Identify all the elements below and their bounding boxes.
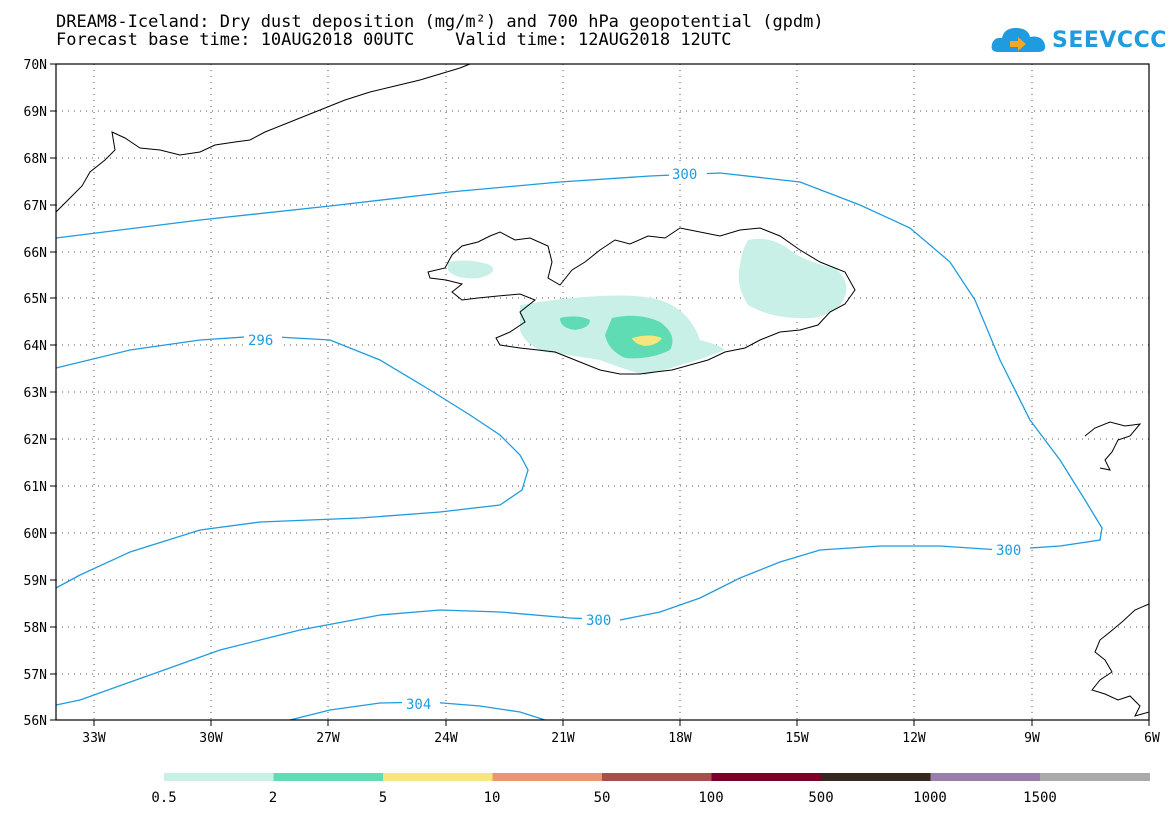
- contour-label-300-east: 300: [996, 543, 1021, 559]
- lat-label: 61N: [24, 480, 47, 495]
- geopotential-contours: [55, 172, 1103, 721]
- lat-label: 63N: [24, 386, 47, 401]
- colorbar-label: 1000: [913, 790, 947, 806]
- colorbar-swatch: [711, 773, 822, 781]
- colorbar-swatch: [821, 773, 931, 781]
- lat-label: 65N: [24, 292, 47, 307]
- ticks: [50, 63, 1150, 726]
- contour-296: [55, 335, 529, 589]
- coastlines: [55, 63, 1150, 717]
- longitude-labels: 33W 30W 27W 24W 21W 18W 15W 12W 9W 6W: [82, 731, 1160, 746]
- lat-label: 69N: [24, 105, 47, 120]
- colorbar-label: 500: [808, 790, 833, 806]
- lat-label: 64N: [24, 339, 47, 354]
- lat-label: 66N: [24, 246, 47, 261]
- lat-label: 60N: [24, 527, 47, 542]
- lat-label: 58N: [24, 621, 47, 636]
- iceland-coastline: [427, 227, 856, 375]
- lat-label: 59N: [24, 574, 47, 589]
- lat-label: 68N: [24, 152, 47, 167]
- colorbar-label: 0.5: [151, 790, 176, 806]
- colorbar: [164, 773, 1150, 781]
- lon-label: 30W: [199, 731, 223, 746]
- lon-label: 12W: [902, 731, 926, 746]
- colorbar-label: 50: [594, 790, 611, 806]
- colorbar-labels: 0.5 2 5 10 50 100 500 1000 1500: [151, 790, 1057, 806]
- map-subtitle: Forecast base time: 10AUG2018 00UTC Vali…: [56, 30, 732, 50]
- colorbar-label: 10: [484, 790, 501, 806]
- lon-label: 33W: [82, 731, 106, 746]
- colorbar-label: 2: [269, 790, 277, 806]
- logo-text: SEEVCCC: [1052, 28, 1167, 53]
- scotland-coastline: [1091, 603, 1150, 717]
- lat-label: 56N: [24, 714, 47, 729]
- colorbar-swatch: [273, 773, 384, 781]
- lon-label: 6W: [1144, 731, 1160, 746]
- dust-level-2-west: [560, 316, 590, 330]
- latitude-labels: 70N 69N 68N 67N 66N 65N 64N 63N 62N 61N …: [24, 58, 47, 729]
- seevccc-logo: SEEVCCC: [990, 22, 1166, 56]
- contour-label-304: 304: [406, 697, 431, 713]
- lat-label: 62N: [24, 433, 47, 448]
- contour-label-300-north: 300: [672, 167, 697, 183]
- lon-label: 18W: [668, 731, 692, 746]
- contour-labels: 300 296 300 300 304: [244, 164, 1030, 713]
- greenland-coastline: [55, 63, 471, 213]
- lon-label: 9W: [1024, 731, 1040, 746]
- dust-level-5: [632, 335, 662, 346]
- colorbar-swatch: [492, 773, 603, 781]
- contour-label-296: 296: [248, 333, 273, 349]
- map-title: DREAM8-Iceland: Dry dust deposition (mg/…: [56, 12, 824, 32]
- colorbar-swatch: [930, 773, 1041, 781]
- cloud-icon: [991, 28, 1046, 52]
- grid: [56, 64, 1149, 720]
- colorbar-swatch: [1040, 773, 1150, 781]
- colorbar-swatch: [164, 773, 274, 781]
- lat-label: 57N: [24, 668, 47, 683]
- lat-label: 67N: [24, 199, 47, 214]
- dust-shading: [448, 238, 847, 375]
- lon-label: 24W: [434, 731, 458, 746]
- lon-label: 21W: [551, 731, 575, 746]
- colorbar-swatch: [602, 773, 712, 781]
- dust-level-0-5-east: [738, 238, 847, 319]
- colorbar-label: 1500: [1023, 790, 1057, 806]
- faroe-coastline: [1084, 421, 1142, 471]
- contour-300-north: [55, 172, 1103, 706]
- colorbar-swatch: [383, 773, 493, 781]
- colorbar-label: 5: [379, 790, 387, 806]
- lon-label: 27W: [316, 731, 340, 746]
- lat-label: 70N: [24, 58, 47, 73]
- colorbar-label: 100: [698, 790, 723, 806]
- dust-level-0-5-west: [448, 260, 494, 279]
- contour-label-300-south: 300: [586, 613, 611, 629]
- lon-label: 15W: [785, 731, 809, 746]
